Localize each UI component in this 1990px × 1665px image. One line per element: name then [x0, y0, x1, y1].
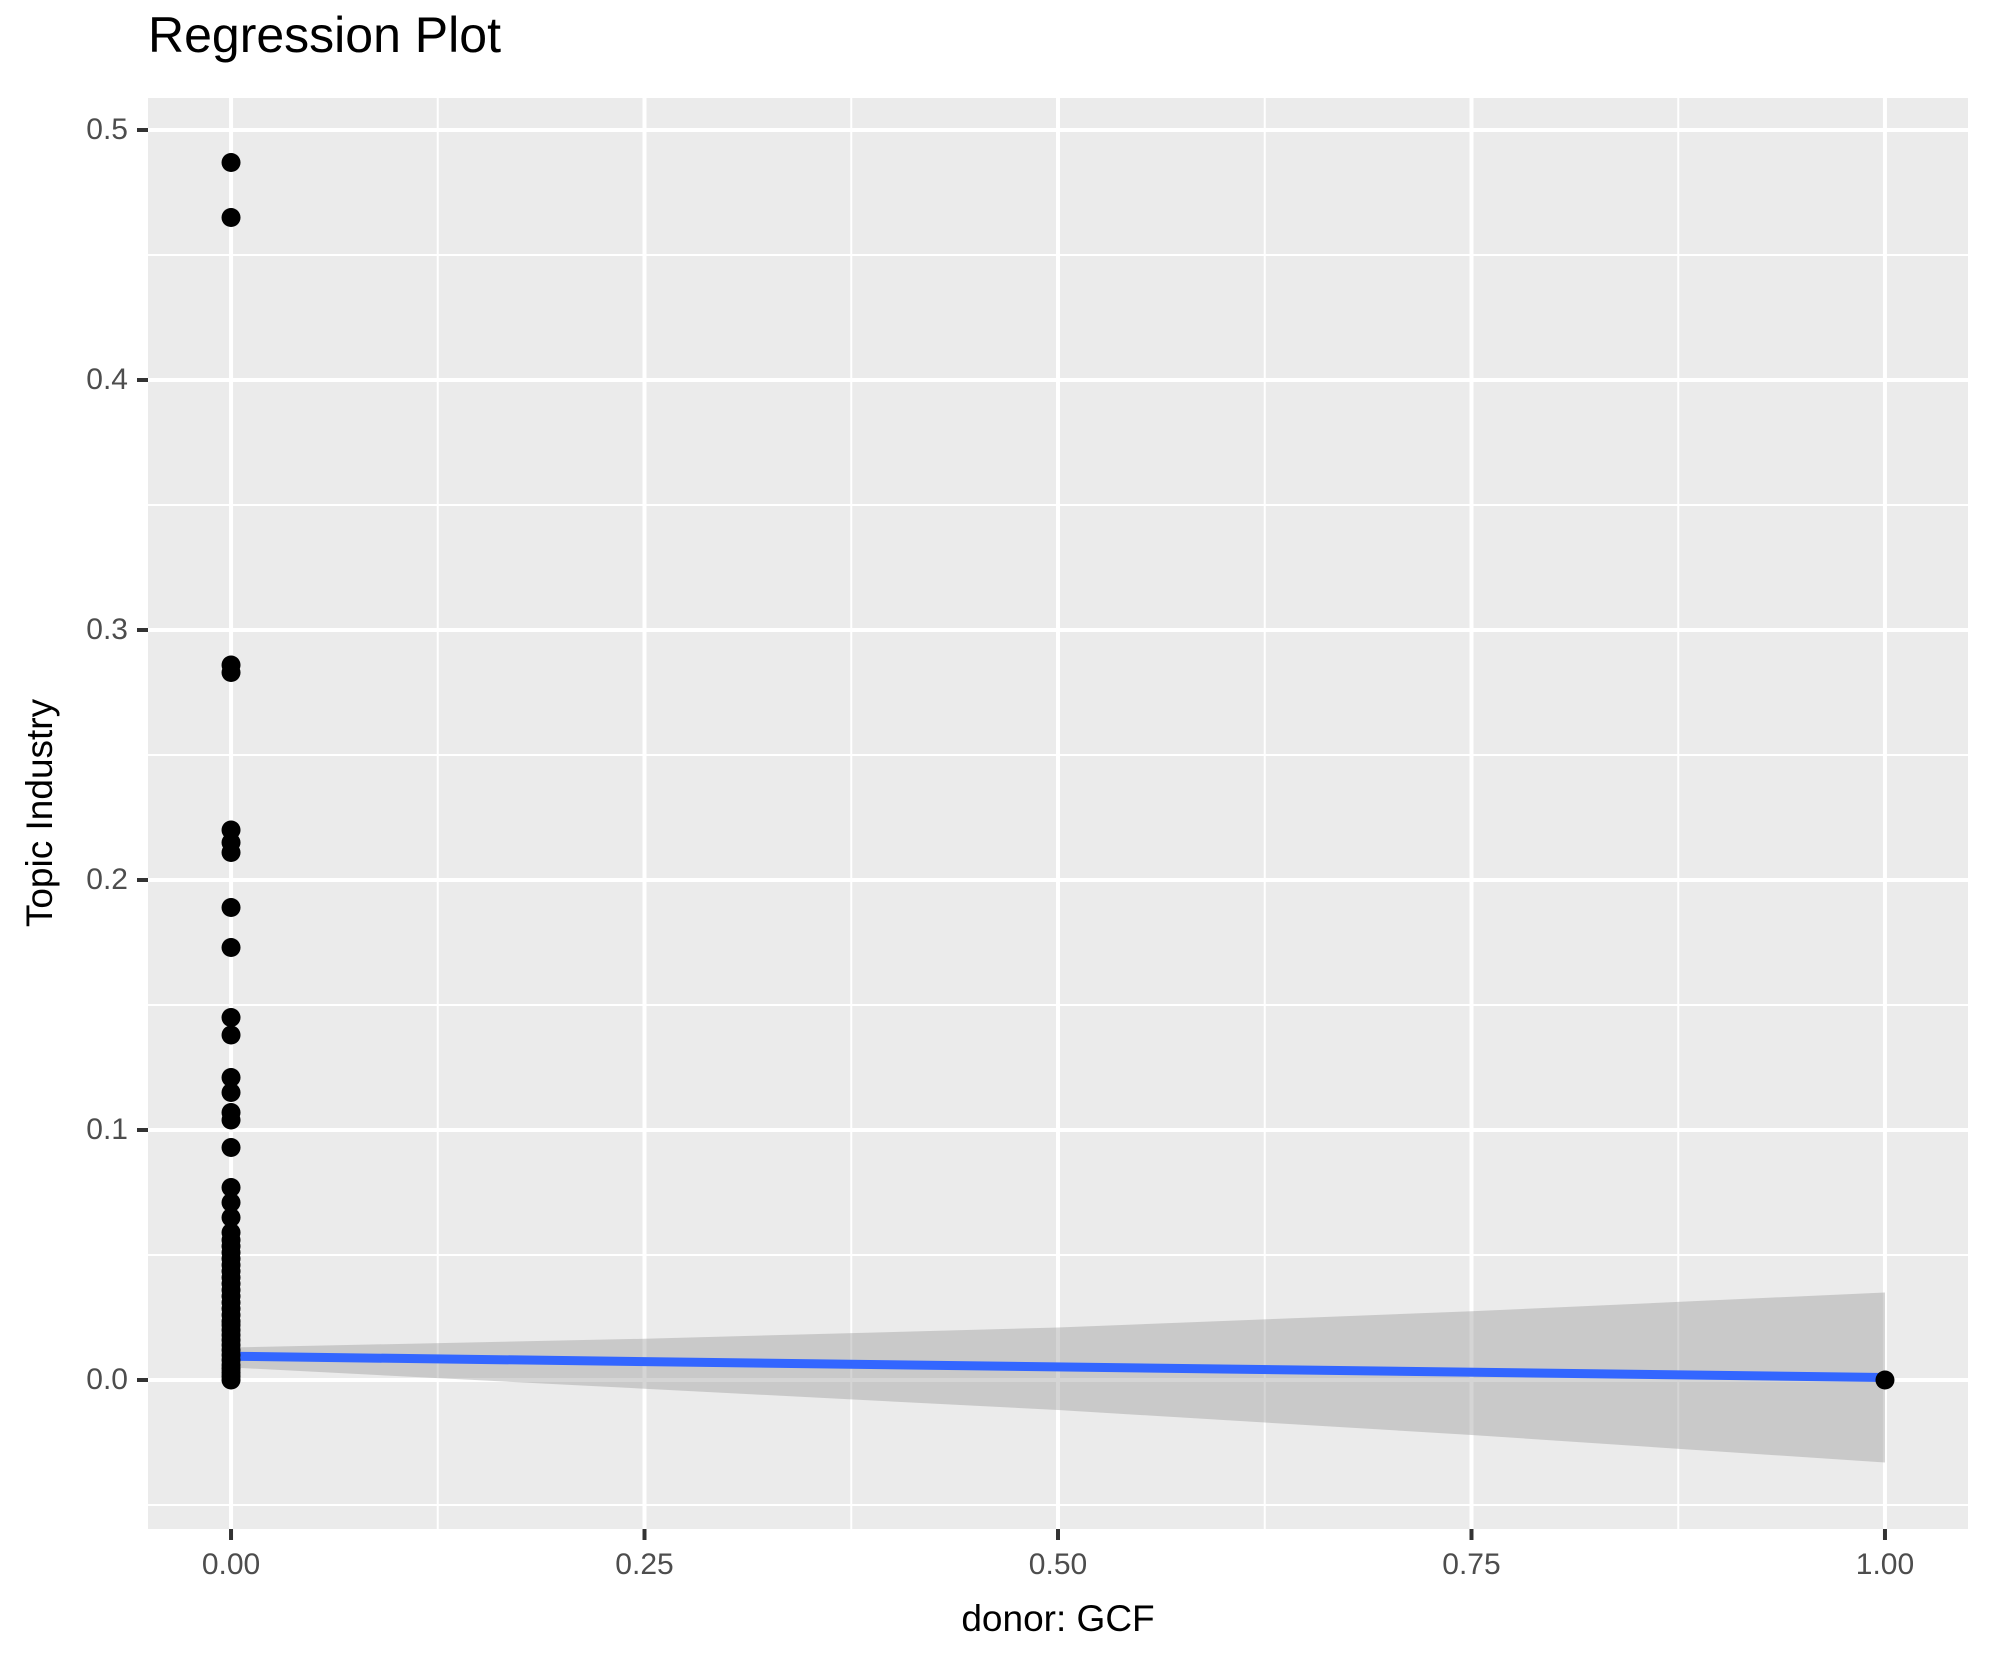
scatter-point — [221, 1083, 241, 1102]
scatter-point — [221, 208, 241, 227]
y-tick-label: 0.5 — [86, 113, 128, 146]
confidence-band — [231, 1292, 1885, 1463]
y-tick-label: 0.4 — [86, 363, 128, 396]
scatter-point — [221, 938, 241, 957]
scatter-point — [221, 1193, 241, 1212]
scatter-point — [221, 1068, 241, 1087]
scatter-point — [221, 663, 241, 682]
scatter-point — [221, 1208, 241, 1227]
scatter-point — [221, 1370, 241, 1390]
x-tick-label: 1.00 — [1855, 1548, 1915, 1581]
y-tick-label: 0.3 — [86, 613, 128, 646]
scatter-point — [221, 843, 241, 862]
x-tick-label: 0.75 — [1442, 1548, 1501, 1581]
scatter-point — [1875, 1370, 1895, 1390]
y-tick-label: 0.1 — [86, 1113, 128, 1146]
scatter-point — [221, 1025, 241, 1045]
scatter-point — [221, 1110, 241, 1130]
scatter-point — [221, 1008, 241, 1027]
scatter-point — [221, 153, 241, 172]
y-tick-label: 0.0 — [86, 1363, 128, 1396]
x-tick-label: 0.00 — [201, 1548, 261, 1581]
plot-title: Regression Plot — [148, 7, 501, 63]
x-tick-label: 0.25 — [615, 1548, 674, 1581]
scatter-point — [221, 1138, 241, 1157]
x-tick-label: 0.50 — [1028, 1548, 1088, 1581]
x-axis-title: donor: GCF — [961, 1598, 1155, 1639]
y-tick-label: 0.2 — [86, 863, 128, 896]
regression-line — [226, 1351, 1890, 1382]
scatter-point — [221, 898, 241, 917]
scatter-point — [221, 1178, 241, 1197]
